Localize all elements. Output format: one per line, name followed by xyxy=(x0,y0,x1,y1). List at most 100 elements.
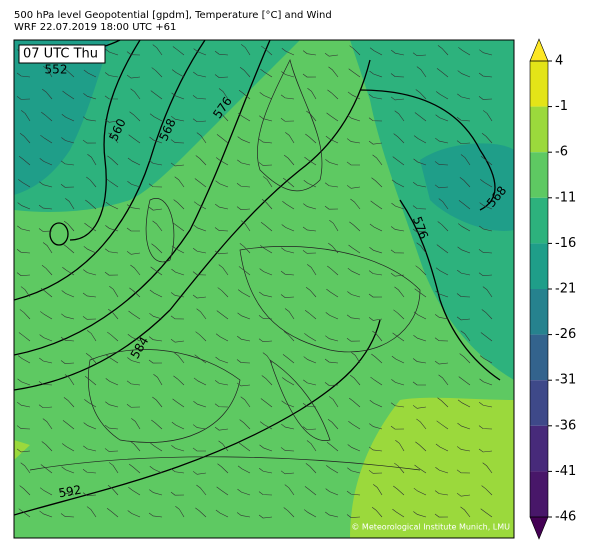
wind-barb xyxy=(87,330,97,342)
wind-barb xyxy=(457,269,471,276)
wind-barb xyxy=(459,353,471,364)
wind-barb xyxy=(260,245,273,254)
wind-barb xyxy=(38,204,53,210)
wind-barb xyxy=(129,287,141,298)
wind-barb xyxy=(236,359,251,364)
wind-barb xyxy=(283,331,295,342)
wind-barb xyxy=(390,226,405,232)
wind-barb xyxy=(391,202,405,210)
wind-barb xyxy=(435,114,449,122)
wind-barb xyxy=(237,335,251,342)
wind-barb xyxy=(195,507,207,518)
wind-barb xyxy=(369,423,383,430)
wind-barb xyxy=(152,44,163,56)
wind-barb xyxy=(104,424,119,430)
wind-barb xyxy=(282,377,295,386)
wind-barb xyxy=(458,376,471,386)
wind-barb xyxy=(126,74,141,79)
wind-barb xyxy=(413,511,427,518)
wind-barb xyxy=(457,223,471,232)
wind-barb xyxy=(415,441,427,452)
wind-barb xyxy=(214,50,229,56)
wind-barb xyxy=(194,354,207,364)
wind-barb xyxy=(215,203,229,210)
wind-barb xyxy=(108,132,119,144)
wind-barb xyxy=(107,331,119,342)
wind-barb xyxy=(238,113,251,122)
wind-barb xyxy=(82,116,97,122)
colorbar-band xyxy=(530,152,548,198)
wind-barb xyxy=(370,200,383,210)
wind-barb xyxy=(105,201,119,210)
wind-barb xyxy=(328,66,339,78)
wind-barb xyxy=(329,220,339,232)
wind-barb xyxy=(369,47,383,56)
wind-barb xyxy=(127,357,141,364)
wind-barb xyxy=(150,266,163,276)
wind-barb xyxy=(434,337,449,342)
colorbar-tick-label: -1 xyxy=(555,99,568,114)
time-box xyxy=(18,44,106,64)
wind-barb xyxy=(171,92,185,100)
wind-barb xyxy=(40,464,53,474)
wind-barb xyxy=(478,425,493,430)
wind-barb xyxy=(346,514,361,518)
wind-barb xyxy=(324,358,339,364)
wind-barb xyxy=(305,463,317,474)
wind-barb xyxy=(456,492,471,497)
wind-barb xyxy=(17,202,31,210)
wind-barb xyxy=(372,154,383,166)
wind-barb xyxy=(106,508,119,518)
wind-barb xyxy=(153,373,163,386)
wind-barb xyxy=(258,514,273,519)
colorbar-under xyxy=(529,516,549,540)
wind-barb xyxy=(302,50,317,56)
wind-barb xyxy=(39,357,53,364)
wind-barb xyxy=(149,489,163,496)
wind-barb xyxy=(86,176,97,188)
wind-barb xyxy=(393,485,405,496)
wind-barb xyxy=(83,445,97,452)
subtitle: WRF 22.07.2019 18:00 UTC +61 xyxy=(14,22,176,33)
wind-barb xyxy=(479,355,493,364)
wind-barb xyxy=(192,294,207,299)
wind-barb xyxy=(129,111,141,122)
wind-barb xyxy=(413,311,427,320)
wind-barb xyxy=(326,288,339,298)
wind-barb xyxy=(106,354,119,364)
wind-barb xyxy=(60,160,75,166)
wind-barb xyxy=(478,272,493,277)
wind-barb xyxy=(368,94,383,100)
wind-barb xyxy=(40,134,53,144)
wind-barb xyxy=(280,470,295,475)
wind-barb xyxy=(104,248,119,254)
wind-barb xyxy=(16,96,31,100)
wind-barb xyxy=(237,488,251,496)
wind-barb xyxy=(65,198,75,210)
wind-barb xyxy=(82,316,97,320)
wind-barb xyxy=(480,179,493,188)
wind-barb xyxy=(368,470,383,474)
wind-barb xyxy=(434,490,449,496)
wind-barb xyxy=(20,462,31,474)
wind-barb xyxy=(61,313,75,320)
wind-barb xyxy=(349,221,361,232)
wind-barb xyxy=(129,440,141,452)
wind-barb xyxy=(126,204,141,210)
wind-barb xyxy=(303,180,317,188)
wind-barb xyxy=(109,286,119,298)
wind-barb xyxy=(193,71,207,78)
wind-barb xyxy=(258,468,273,474)
wind-barb xyxy=(393,309,405,320)
wind-barb xyxy=(480,508,493,518)
wind-barb xyxy=(217,287,229,298)
wind-barb xyxy=(16,249,31,254)
wind-barb xyxy=(482,462,493,474)
wind-barb xyxy=(82,492,97,496)
wind-barb xyxy=(215,333,229,342)
wind-barb xyxy=(40,311,53,320)
wind-barb xyxy=(261,45,273,56)
wind-barb xyxy=(325,488,339,496)
wind-barb xyxy=(412,358,427,364)
wind-barb xyxy=(369,70,383,78)
